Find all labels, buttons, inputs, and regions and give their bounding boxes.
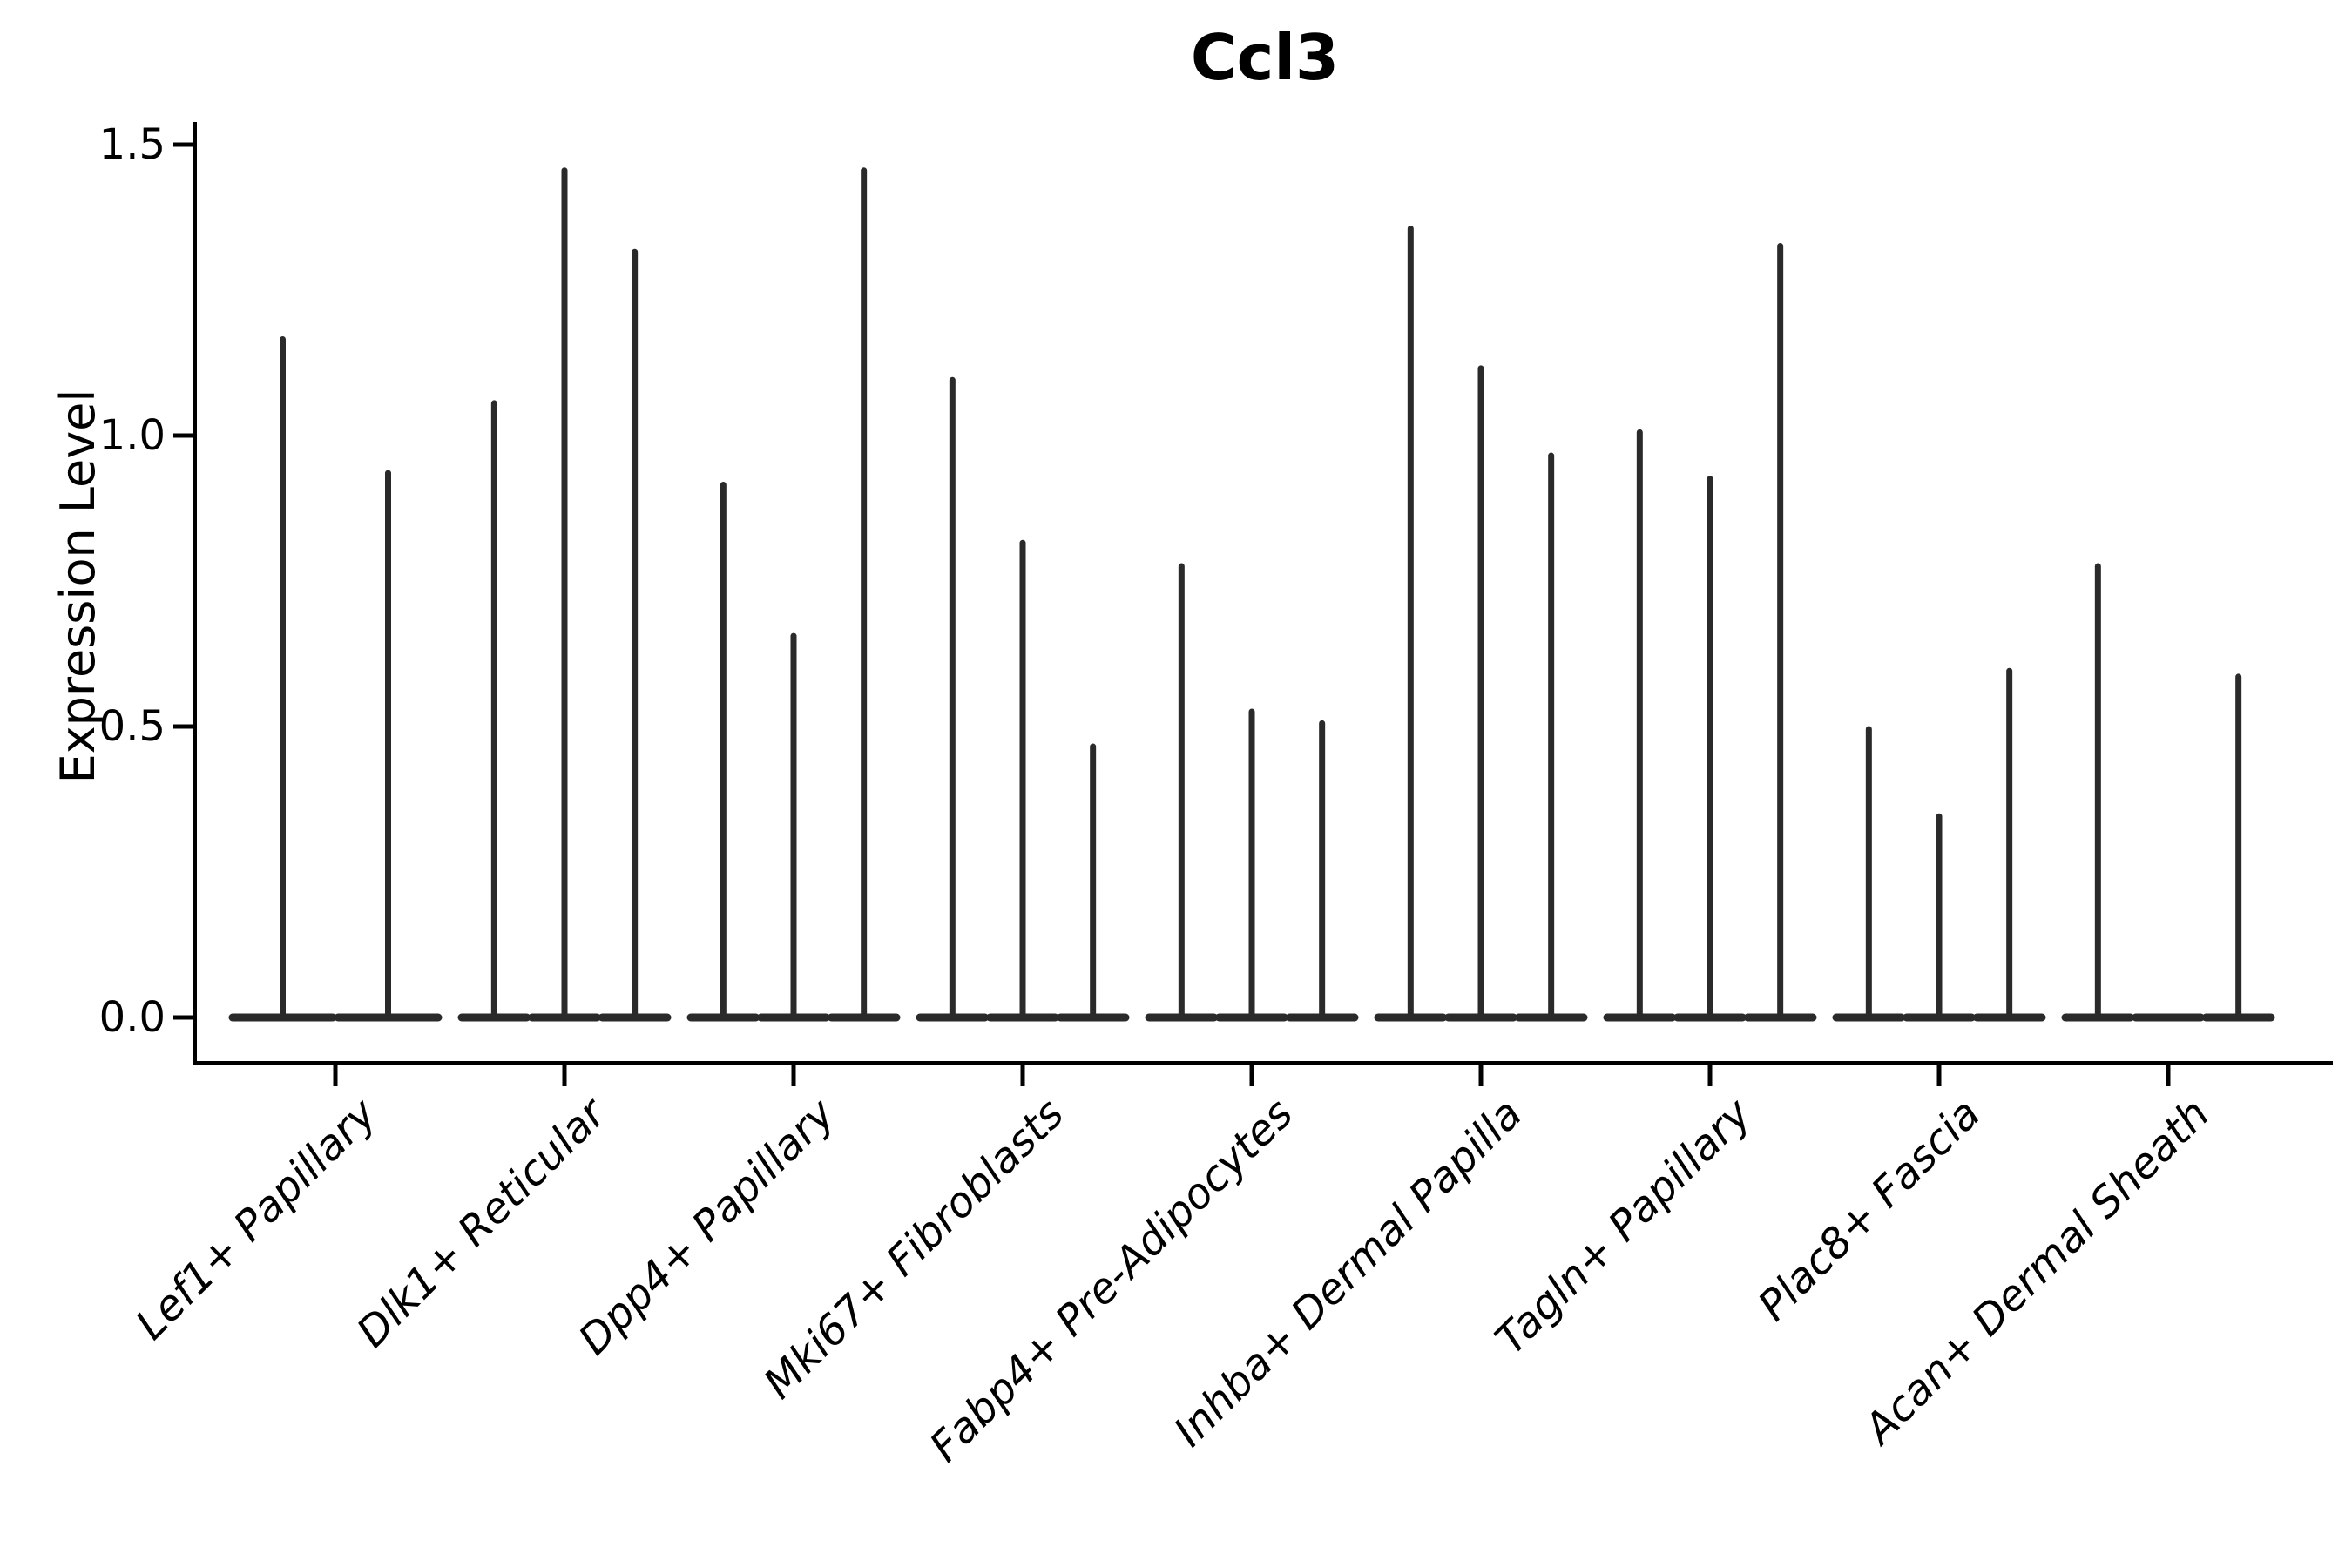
x-tick-mark bbox=[1020, 1065, 1025, 1086]
y-tick-mark bbox=[173, 1015, 193, 1020]
x-tick-mark bbox=[791, 1065, 796, 1086]
y-tick-label: 0.0 bbox=[98, 993, 166, 1042]
y-tick-label: 0.5 bbox=[98, 702, 166, 751]
plot-title: Ccl3 bbox=[1190, 21, 1340, 94]
x-tick-mark bbox=[1936, 1065, 1942, 1086]
y-axis-spine bbox=[193, 122, 197, 1065]
x-tick-mark bbox=[1478, 1065, 1484, 1086]
y-tick-label: 1.5 bbox=[98, 120, 166, 169]
x-tick-mark bbox=[2166, 1065, 2171, 1086]
y-tick-label: 1.0 bbox=[98, 411, 166, 460]
y-tick-mark bbox=[173, 433, 193, 438]
x-tick-mark bbox=[1249, 1065, 1254, 1086]
x-tick-mark bbox=[333, 1065, 338, 1086]
y-tick-mark bbox=[173, 724, 193, 729]
x-tick-mark bbox=[562, 1065, 567, 1086]
x-axis-spine bbox=[193, 1061, 2333, 1065]
x-tick-mark bbox=[1707, 1065, 1713, 1086]
y-tick-mark bbox=[173, 142, 193, 147]
